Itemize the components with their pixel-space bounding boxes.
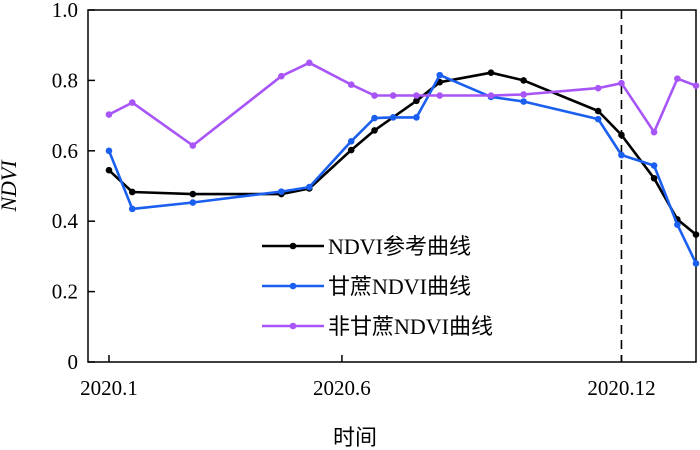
data-point xyxy=(436,92,444,99)
data-point xyxy=(128,205,136,213)
data-point xyxy=(306,183,313,191)
x-tick-label: 2020.6 xyxy=(313,376,371,400)
data-point xyxy=(371,114,378,122)
y-tick-label: 1.0 xyxy=(52,0,78,22)
data-point xyxy=(306,59,313,67)
data-point xyxy=(128,99,136,106)
x-tick-label: 2020.12 xyxy=(587,376,655,400)
axis-layer: 0 0.2 0.4 0.6 0.8 1.0 2020.1 2020.6 2020.12 xyxy=(52,0,656,400)
data-point xyxy=(692,231,700,238)
series-layer xyxy=(105,59,700,267)
data-point xyxy=(105,111,113,118)
data-point xyxy=(520,91,527,98)
data-point xyxy=(520,98,527,105)
legend-label: 非甘蔗NDVI曲线 xyxy=(328,314,493,339)
legend-swatch-marker xyxy=(289,282,297,290)
legend-label: NDVI参考曲线 xyxy=(328,234,471,259)
data-point xyxy=(618,131,625,139)
data-point xyxy=(347,146,355,154)
data-point xyxy=(413,97,420,105)
y-axis-title: NDVI xyxy=(0,159,21,213)
data-point xyxy=(371,92,378,99)
legend-item: 非甘蔗NDVI曲线 xyxy=(262,314,493,339)
series-2 xyxy=(105,59,700,149)
data-point xyxy=(413,92,420,99)
data-point xyxy=(347,81,355,88)
legend-item: NDVI参考曲线 xyxy=(262,234,471,259)
data-point xyxy=(692,82,700,89)
data-point xyxy=(128,188,136,196)
data-point xyxy=(189,142,197,149)
data-point xyxy=(674,221,681,229)
data-point xyxy=(674,75,681,82)
data-point xyxy=(594,107,602,115)
plot-area xyxy=(87,9,697,363)
x-tick-label: 2020.1 xyxy=(80,376,138,400)
y-tick-label: 0 xyxy=(68,350,79,374)
legend-swatch-marker xyxy=(289,242,297,250)
data-point xyxy=(105,147,113,155)
y-tick-label: 0.8 xyxy=(52,68,78,92)
data-point xyxy=(618,151,625,159)
y-tick-label: 0.2 xyxy=(52,280,78,304)
data-point xyxy=(389,92,397,99)
data-point xyxy=(594,84,602,92)
y-tick-label: 0.6 xyxy=(52,139,78,163)
data-point xyxy=(371,127,378,134)
data-point xyxy=(650,128,658,136)
series-1 xyxy=(105,71,700,267)
legend-label: 甘蔗NDVI曲线 xyxy=(328,274,471,299)
data-point xyxy=(278,188,285,195)
data-point xyxy=(650,162,658,169)
x-axis-title: 时间 xyxy=(333,426,377,450)
data-point xyxy=(189,199,197,206)
series-line xyxy=(108,71,697,236)
data-point xyxy=(436,71,444,79)
data-point xyxy=(347,137,355,145)
data-point xyxy=(389,114,397,121)
data-point xyxy=(487,92,495,99)
data-point xyxy=(189,190,197,198)
data-point xyxy=(487,69,495,76)
plot-frame xyxy=(87,9,697,363)
legend-item: 甘蔗NDVI曲线 xyxy=(262,274,471,299)
data-point xyxy=(594,115,602,123)
data-point xyxy=(105,166,113,174)
data-point xyxy=(618,79,625,87)
data-point xyxy=(278,72,285,80)
data-point xyxy=(692,260,700,267)
series-0 xyxy=(105,69,700,238)
y-tick-label: 0.4 xyxy=(52,209,79,233)
data-point xyxy=(650,174,658,182)
data-point xyxy=(520,77,527,84)
data-point xyxy=(413,114,420,121)
legend-swatch-marker xyxy=(289,322,297,330)
